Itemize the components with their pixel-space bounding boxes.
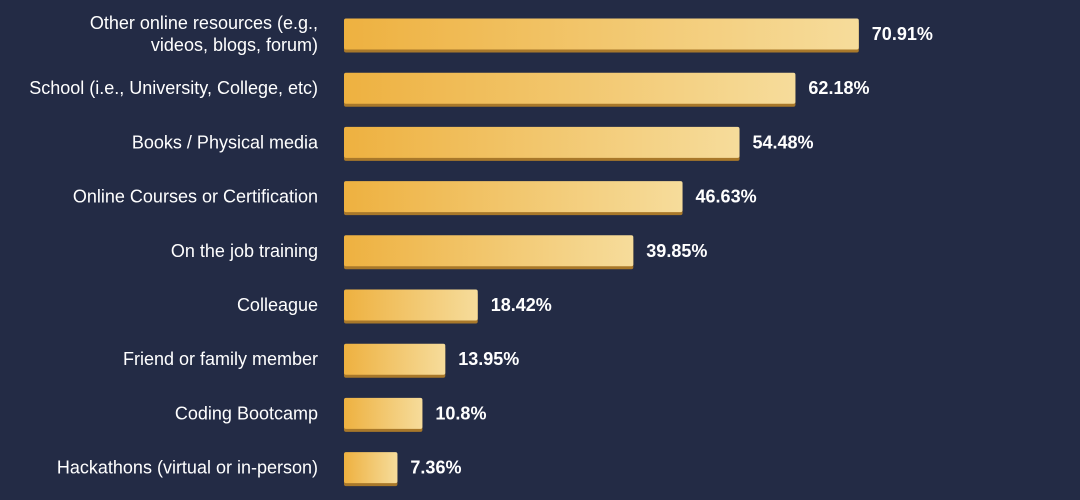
category-label: Hackathons (virtual or in-person) [57, 458, 318, 478]
category-label: Other online resources (e.g., videos, blo… [90, 13, 318, 55]
category-label-line: Books / Physical media [132, 132, 319, 152]
category-label: Coding Bootcamp [175, 403, 318, 423]
category-label-line: Friend or family member [123, 349, 318, 369]
value-label: 7.36% [410, 458, 461, 478]
category-label: Colleague [237, 295, 318, 315]
category-label: On the job training [171, 241, 318, 261]
bar [344, 126, 740, 158]
bar-row: Hackathons (virtual or in-person) 7.36% [57, 452, 461, 487]
bar-row: Online Courses or Certification 46.63% [73, 181, 757, 216]
value-label: 62.18% [808, 78, 869, 98]
bar-row: Coding Bootcamp 10.8% [175, 397, 486, 432]
category-label: Friend or family member [123, 349, 318, 369]
category-label: School (i.e., University, College, etc) [29, 78, 318, 98]
value-label: 54.48% [753, 132, 814, 152]
value-label: 39.85% [646, 241, 707, 261]
bar-row: On the job training 39.85% [171, 235, 707, 270]
bar-row: Colleague 18.42% [237, 289, 552, 324]
value-label: 18.42% [491, 295, 552, 315]
bar-row: Other online resources (e.g., videos, blo… [90, 13, 933, 55]
bar [344, 181, 683, 213]
value-label: 70.91% [872, 24, 933, 44]
bar [344, 289, 478, 321]
category-label-line: videos, blogs, forum) [151, 35, 318, 55]
bar [344, 18, 859, 50]
category-label-line: Other online resources (e.g., [90, 13, 318, 33]
value-label: 13.95% [458, 349, 519, 369]
category-label-line: Coding Bootcamp [175, 403, 318, 423]
bar-row: Friend or family member 13.95% [123, 343, 519, 378]
bar-row: Books / Physical media 54.48% [132, 126, 814, 161]
category-label-line: School (i.e., University, College, etc) [29, 78, 318, 98]
value-label: 10.8% [435, 403, 486, 423]
value-label: 46.63% [696, 187, 757, 207]
category-label: Online Courses or Certification [73, 187, 318, 207]
bar [344, 235, 634, 267]
category-label-line: Online Courses or Certification [73, 187, 318, 207]
category-label-line: Colleague [237, 295, 318, 315]
bar [344, 343, 446, 375]
bar [344, 452, 398, 484]
bars-group: Other online resources (e.g., videos, blo… [29, 13, 933, 487]
category-label-line: On the job training [171, 241, 318, 261]
category-label: Books / Physical media [132, 132, 319, 152]
category-label-line: Hackathons (virtual or in-person) [57, 458, 318, 478]
bar-row: School (i.e., University, College, etc) 6… [29, 72, 869, 107]
bar [344, 72, 796, 104]
bar [344, 397, 423, 429]
